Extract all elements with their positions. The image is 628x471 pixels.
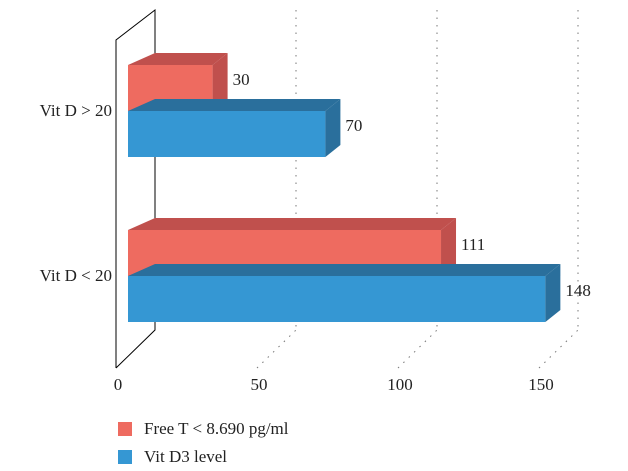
data-label: 30	[233, 70, 250, 89]
grid-lines	[256, 10, 579, 369]
axes	[115, 8, 156, 369]
legend-swatch-vit-d3	[118, 450, 132, 464]
bar	[128, 111, 326, 157]
legend-item-free-t: Free T < 8.690 pg/ml	[118, 415, 288, 443]
x-tick-label: 0	[114, 375, 123, 394]
bars	[128, 53, 561, 322]
bar	[128, 276, 546, 322]
bar-side-face	[441, 218, 457, 276]
data-label: 148	[565, 281, 591, 300]
x-tick-label: 50	[251, 375, 268, 394]
x-tick-label: 100	[387, 375, 413, 394]
category-label: Vit D < 20	[40, 266, 112, 285]
bar-side-face	[325, 99, 341, 157]
legend: Free T < 8.690 pg/ml Vit D3 level	[118, 415, 288, 471]
x-tick-label: 150	[528, 375, 554, 394]
gridline-floor	[397, 329, 438, 369]
labels: 0 50 100 150 Vit D > 20 30 70 Vit D < 20 111 148	[40, 70, 591, 394]
legend-item-vit-d3: Vit D3 level	[118, 443, 288, 471]
legend-swatch-free-t	[118, 422, 132, 436]
bar-side-face	[545, 264, 561, 322]
bar-chart: 0 50 100 150 Vit D > 20 30 70 Vit D < 20 111 148	[40, 8, 591, 394]
bar-top-face	[128, 53, 228, 65]
category-label: Vit D > 20	[40, 101, 112, 120]
left-wall	[115, 8, 156, 369]
bar-top-face	[128, 218, 457, 230]
data-label: 70	[345, 116, 362, 135]
legend-label-vit-d3: Vit D3 level	[144, 447, 228, 466]
gridline-floor	[538, 329, 579, 369]
bar-top-face	[128, 264, 561, 276]
bar-top-face	[128, 99, 341, 111]
data-label: 111	[461, 235, 485, 254]
bar-side-face	[212, 53, 228, 111]
gridline-floor	[256, 329, 297, 369]
legend-label-free-t: Free T < 8.690 pg/ml	[144, 419, 289, 438]
